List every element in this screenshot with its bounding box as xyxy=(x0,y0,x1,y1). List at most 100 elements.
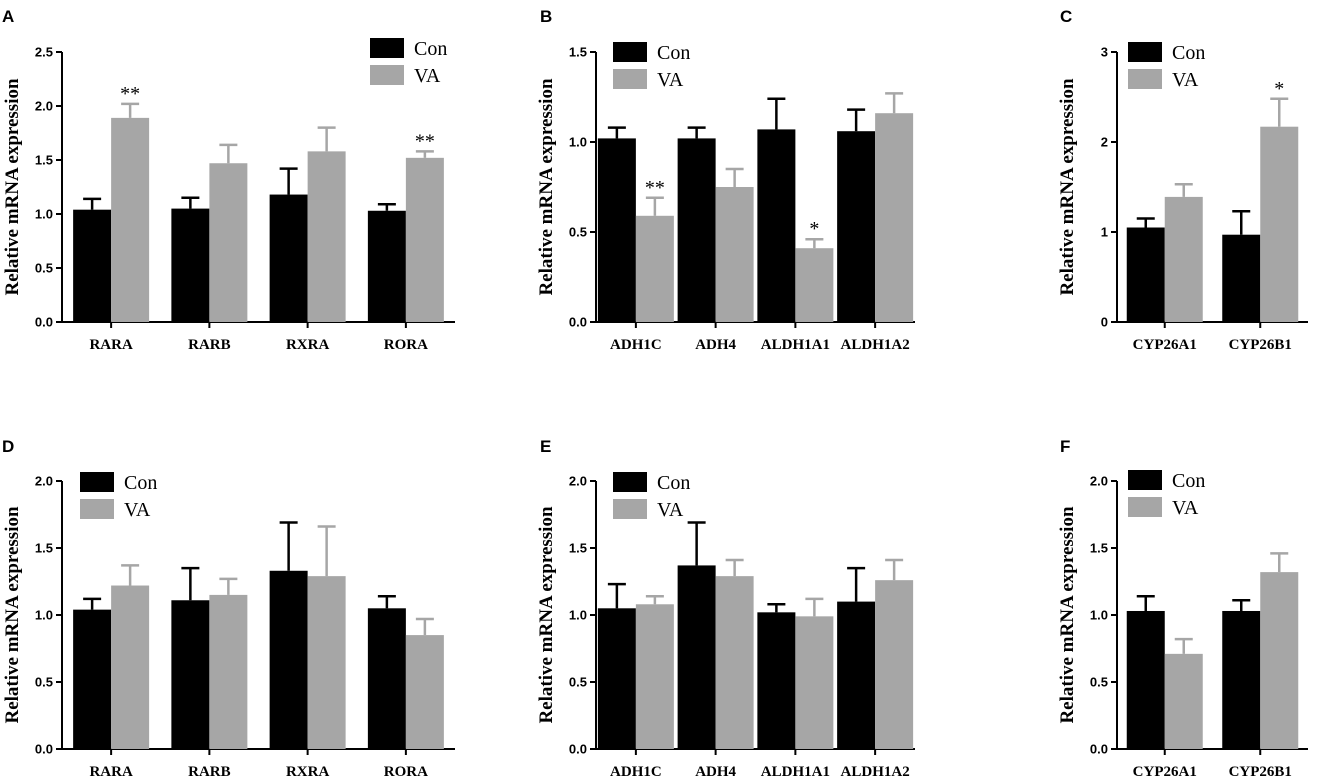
y-tick-label: 0.5 xyxy=(569,225,587,240)
bar-va xyxy=(795,616,834,749)
panel-letter: A xyxy=(2,7,14,26)
bar-va xyxy=(111,585,150,749)
legend-swatch-va xyxy=(370,65,404,85)
legend-label-con: Con xyxy=(1172,470,1205,492)
y-axis-title: Relative mRNA expression xyxy=(536,506,557,724)
bar-con xyxy=(367,210,406,322)
y-tick-label: 2.0 xyxy=(35,99,53,114)
y-tick-label: 2.0 xyxy=(35,474,53,489)
bar-con xyxy=(597,608,636,749)
chart-panel-a: A Relative mRNA expression 0.0 0.5 1.0 1.5 2.0… xyxy=(2,7,455,353)
legend-label-va: VA xyxy=(414,65,441,87)
y-tick-label: 2 xyxy=(1101,135,1108,150)
x-tick-label: RARA xyxy=(89,764,132,780)
y-tick-label: 1.0 xyxy=(569,608,587,623)
bar-va xyxy=(875,113,914,322)
legend-swatch-con xyxy=(613,42,647,62)
legend-swatch-con xyxy=(80,472,114,492)
chart-panel-f: F Relative mRNA expression 0.0 0.5 1.0 1.5 2.0… xyxy=(1057,437,1308,780)
y-tick-label: 0.0 xyxy=(569,742,587,757)
bar-va xyxy=(111,117,150,322)
y-tick-label: 1.0 xyxy=(35,608,53,623)
bar-con xyxy=(367,608,406,749)
x-tick-label: RARA xyxy=(89,337,132,353)
legend-label-va: VA xyxy=(124,499,151,521)
bar-va xyxy=(307,151,346,322)
bar-con xyxy=(171,208,210,322)
bar-con xyxy=(1222,234,1261,322)
y-tick-label: 0.0 xyxy=(35,315,53,330)
x-tick-label: ADH1C xyxy=(610,337,662,353)
y-tick-label: 0.5 xyxy=(35,675,53,690)
significance-marker: ** xyxy=(415,130,435,152)
chart-panel-e: E Relative mRNA expression 0.0 0.5 1.0 1.5 2.0… xyxy=(536,437,915,780)
bar-con xyxy=(269,194,308,322)
x-tick-label: ADH4 xyxy=(695,337,736,353)
significance-marker: * xyxy=(809,218,819,240)
y-axis-title: Relative mRNA expression xyxy=(536,78,557,296)
legend-label-con: Con xyxy=(657,472,690,494)
y-tick-label: 1.5 xyxy=(35,153,53,168)
x-tick-label: RXRA xyxy=(286,764,329,780)
panel-letter: D xyxy=(2,437,14,456)
bar-con xyxy=(171,600,210,749)
legend-swatch-va xyxy=(613,499,647,519)
y-tick-label: 1.5 xyxy=(569,45,587,60)
legend-label-va: VA xyxy=(1172,69,1199,91)
significance-marker: ** xyxy=(645,177,665,199)
y-tick-label: 2.5 xyxy=(35,45,53,60)
bar-va xyxy=(209,163,248,322)
legend-label-va: VA xyxy=(657,499,684,521)
y-tick-label: 1.0 xyxy=(35,207,53,222)
x-tick-label: RORA xyxy=(384,337,428,353)
y-tick-label: 3 xyxy=(1101,45,1108,60)
legend-swatch-va xyxy=(1128,69,1162,89)
panel-letter: B xyxy=(540,7,552,26)
legend-swatch-va xyxy=(613,69,647,89)
x-tick-label: RARB xyxy=(188,337,231,353)
chart-panel-b: B Relative mRNA expression 0.0 0.5 1.0 1.5 ADH… xyxy=(536,7,915,353)
bar-va xyxy=(209,594,248,749)
bar-va xyxy=(635,215,674,322)
bar-con xyxy=(1222,610,1261,749)
y-tick-label: 2.0 xyxy=(1090,474,1108,489)
x-tick-label: ALDH1A2 xyxy=(841,764,910,780)
y-axis-title: Relative mRNA expression xyxy=(1057,506,1078,724)
y-axis-title: Relative mRNA expression xyxy=(2,506,23,724)
x-tick-label: CYP26A1 xyxy=(1133,337,1197,353)
bar-va xyxy=(307,576,346,749)
y-tick-label: 0.0 xyxy=(569,315,587,330)
legend-label-va: VA xyxy=(657,69,684,91)
bar-va xyxy=(405,157,444,322)
bar-va xyxy=(715,576,754,749)
bar-va xyxy=(1164,196,1203,322)
x-tick-label: CYP26A1 xyxy=(1133,764,1197,780)
significance-marker: ** xyxy=(120,83,140,105)
legend-label-con: Con xyxy=(124,472,157,494)
x-tick-label: ADH4 xyxy=(695,764,736,780)
bar-con xyxy=(677,138,716,322)
bar-con xyxy=(73,609,112,749)
bar-va xyxy=(1260,126,1299,322)
y-tick-label: 0.5 xyxy=(569,675,587,690)
bar-va xyxy=(1260,572,1299,749)
bar-con xyxy=(1126,227,1165,322)
bar-va xyxy=(715,187,754,322)
x-tick-label: RARB xyxy=(188,764,231,780)
panel-letter: E xyxy=(540,437,551,456)
legend-swatch-con xyxy=(1128,470,1162,490)
legend-label-va: VA xyxy=(1172,497,1199,519)
bar-con xyxy=(269,570,308,749)
legend-label-con: Con xyxy=(1172,42,1205,64)
bar-va xyxy=(795,248,834,322)
bar-va xyxy=(405,635,444,749)
y-tick-label: 1.0 xyxy=(1090,608,1108,623)
bar-con xyxy=(73,209,112,322)
legend-label-con: Con xyxy=(657,42,690,64)
legend-swatch-con xyxy=(370,38,404,58)
x-tick-label: ADH1C xyxy=(610,764,662,780)
y-tick-label: 1.5 xyxy=(1090,541,1108,556)
panel-letter: C xyxy=(1060,7,1072,26)
y-tick-label: 0.0 xyxy=(1090,742,1108,757)
